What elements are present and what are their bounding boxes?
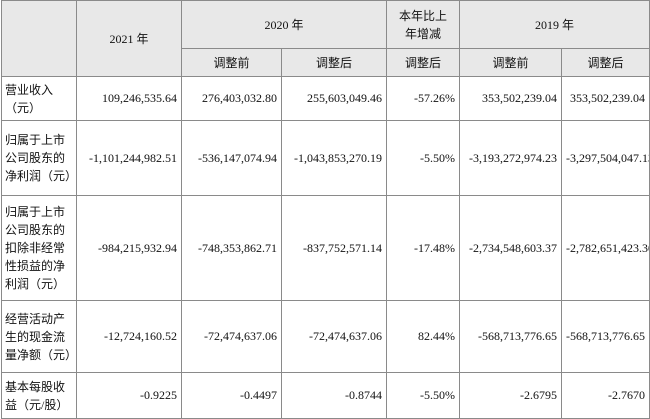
value-cell: 82.44%: [386, 300, 461, 373]
value-cell: -536,147,074.94: [181, 120, 282, 196]
value-cell: -2,782,651,423.30: [561, 195, 650, 301]
value-cell: -568,713,776.65: [459, 300, 563, 373]
value-cell: -5.50%: [386, 120, 461, 196]
label-line: 性损益的净: [5, 259, 66, 273]
row-label: 归属于上市公司股东的净利润（元）: [1, 120, 77, 196]
year-header: 2020 年: [180, 0, 388, 49]
value-cell: -72,474,637.06: [280, 300, 388, 373]
value-cell: -1,043,853,270.19: [280, 120, 388, 196]
table-row: 经营活动产 生的现金流 量净额（元） -12,724,160.52 -72,474,63…: [1, 300, 650, 373]
value-cell: 353,502,239.04: [561, 76, 650, 121]
sub-header: 调整后: [386, 48, 461, 77]
value-cell: 353,502,239.04: [459, 76, 563, 121]
value-cell: -1,101,244,982.51: [76, 120, 182, 196]
sub-header: 调整前: [181, 48, 282, 77]
sub-header: 调整后: [280, 48, 388, 77]
value-cell: -3,297,504,047.13: [561, 120, 650, 196]
row-label: 基本每股收益（元/股）: [1, 372, 77, 419]
label-line: 归属于上市: [5, 133, 66, 147]
value-cell: -2,734,548,603.37: [459, 195, 563, 301]
label-line: 归属于上市: [5, 205, 66, 219]
label-line: 公司股东的: [5, 151, 66, 165]
sub-header: 调整后: [561, 48, 650, 77]
year-header: 2021 年: [76, 0, 182, 77]
row-label: 归属于上市公司股东的扣除非经常性损益的净利润（元）: [1, 195, 77, 301]
year-header: 2019 年: [459, 0, 650, 49]
value-cell: -2.7670: [561, 372, 650, 419]
value-cell: 109,246,535.64: [76, 76, 182, 121]
sub-header: 调整前: [459, 48, 563, 77]
label-line: 营业收入: [5, 82, 54, 97]
value-cell: -72,474,637.06: [181, 300, 282, 373]
value-cell: -57.26%: [386, 76, 461, 121]
label-line: （元）: [5, 100, 42, 115]
value-cell: -748,353,862.71: [181, 195, 282, 301]
label-line: 利润（元）: [5, 277, 66, 291]
value-cell: -12,724,160.52: [76, 300, 182, 373]
label-line: 益（元/股）: [5, 397, 69, 412]
value-cell: -17.48%: [386, 195, 461, 301]
label-line: 公司股东的: [5, 223, 66, 237]
value-cell: -568,713,776.65: [561, 300, 650, 373]
value-cell: -3,193,272,974.23: [459, 120, 563, 196]
label-line: 量净额（元）: [5, 347, 77, 362]
value-cell: 255,603,049.46: [280, 76, 388, 121]
value-cell: -984,215,932.94: [76, 195, 182, 301]
header-line: 本年比上: [399, 8, 448, 23]
value-cell: -5.50%: [386, 372, 461, 419]
row-label: 经营活动产生的现金流量净额（元）: [1, 300, 77, 373]
label-line: 经营活动产: [5, 311, 66, 326]
label-line: 净利润（元）: [5, 169, 77, 183]
corner-cell: [1, 0, 77, 77]
label-line: 基本每股收: [5, 379, 66, 394]
value-cell: -2.6795: [459, 372, 563, 419]
change-header: 本年比上 年增减: [386, 0, 461, 49]
table-row: 归属于上市公司股东的净利润（元） -1,101,244,982.51 -536,14…: [1, 120, 650, 196]
value-cell: -0.8744: [280, 372, 388, 419]
label-line: 生的现金流: [5, 329, 66, 344]
table-row: 归属于上市 公司股东的 扣除非经常 性损益的净 利润（元） -984,215,932.94…: [1, 195, 650, 301]
value-cell: -0.9225: [76, 372, 182, 419]
table-row: 营业收入 （元） 109,246,535.64 276,403,032.80 255,6…: [1, 76, 650, 121]
label-line: 扣除非经常: [5, 241, 66, 255]
table-row: 基本每股收 益（元/股） -0.9225 -0.4497 -0.8744 -5.50% -2…: [1, 372, 650, 419]
row-label: 营业收入 （元）: [1, 76, 77, 121]
value-cell: -0.4497: [181, 372, 282, 419]
value-cell: 276,403,032.80: [181, 76, 282, 121]
value-cell: -837,752,571.14: [280, 195, 388, 301]
header-line: 年增减: [405, 26, 442, 41]
